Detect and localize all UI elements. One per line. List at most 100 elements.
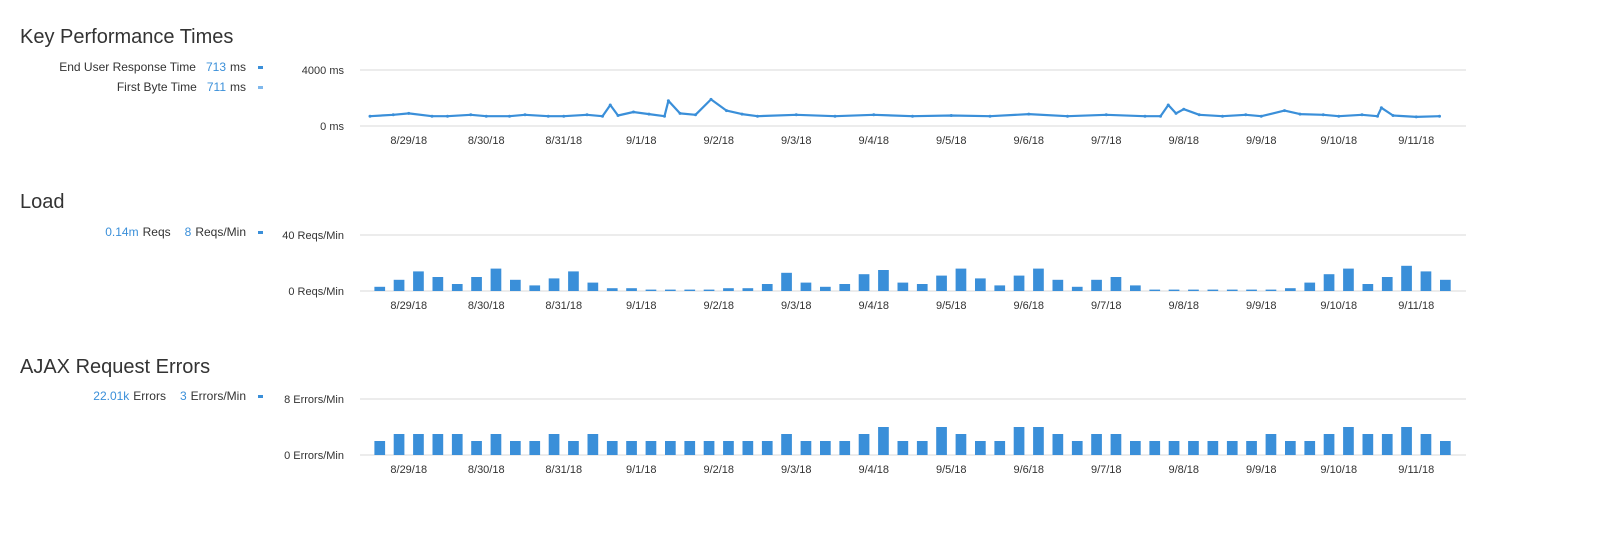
x-tick-label: 8/29/18 — [390, 135, 427, 147]
bar — [955, 434, 967, 455]
x-tick-label: 9/3/18 — [781, 135, 812, 147]
legend-item-load[interactable]: 0.14m Reqs 8 Reqs/Min — [20, 222, 263, 242]
bar — [916, 284, 928, 291]
y-tick-label: 40 Reqs/Min — [282, 230, 344, 242]
bar — [587, 434, 599, 455]
bar — [1052, 434, 1064, 455]
data-point — [872, 113, 876, 117]
data-point — [1244, 113, 1248, 117]
y-tick-label: 8 Errors/Min — [284, 394, 344, 406]
data-point — [1221, 114, 1224, 118]
x-tick-label: 9/6/18 — [1013, 464, 1044, 476]
bar — [1323, 274, 1335, 291]
bar — [703, 289, 715, 291]
bar — [1381, 434, 1393, 455]
data-point — [833, 114, 837, 118]
data-point — [585, 113, 589, 117]
bar — [471, 441, 482, 455]
data-point — [1283, 109, 1286, 113]
data-point — [632, 110, 635, 114]
bar — [800, 282, 812, 291]
bar — [1033, 268, 1044, 291]
bar — [1110, 277, 1122, 291]
x-tick-label: 9/4/18 — [858, 135, 889, 147]
bar — [897, 441, 909, 455]
bar — [1130, 285, 1141, 291]
legend-total-value: 22.01k — [93, 389, 130, 403]
bar — [374, 286, 386, 291]
bar — [742, 441, 754, 455]
bar — [1420, 271, 1432, 291]
x-tick-label: 9/5/18 — [936, 300, 967, 312]
bar — [413, 271, 424, 291]
bar — [1149, 441, 1161, 455]
x-tick-label: 9/1/18 — [626, 464, 657, 476]
x-tick-label: 9/1/18 — [626, 300, 657, 312]
legend-item-errors[interactable]: 22.01k Errors 3 Errors/Min — [20, 386, 263, 406]
bar — [994, 441, 1006, 455]
bar — [626, 288, 637, 291]
bar — [548, 434, 560, 455]
data-point — [1414, 115, 1418, 119]
bar — [975, 278, 986, 291]
data-point — [508, 114, 511, 118]
data-point — [1360, 113, 1364, 117]
data-point — [1104, 113, 1108, 117]
bar — [568, 271, 579, 291]
bar — [684, 289, 696, 291]
data-point — [1182, 107, 1186, 111]
bar — [374, 441, 386, 455]
data-point — [911, 114, 914, 118]
x-tick-label: 9/8/18 — [1168, 300, 1199, 312]
bar — [761, 441, 773, 455]
performance-chart[interactable]: 4000 ms 0 ms 8/29/18 8/30/18 8/31/18 9/1/18 9/… — [280, 60, 1530, 180]
bar — [781, 272, 792, 291]
bar — [432, 277, 444, 291]
bar — [1401, 265, 1412, 291]
data-point — [756, 114, 759, 118]
data-point — [1159, 114, 1162, 118]
x-tick-label: 9/2/18 — [703, 135, 734, 147]
bar — [703, 441, 715, 455]
legend-swatch — [258, 394, 263, 398]
series-line — [369, 98, 1440, 118]
ajax-errors-chart[interactable]: 8 Errors/Min 0 Errors/Min 8/29/18 8/30/18 8/… — [280, 389, 1530, 509]
legend-unit: ms — [230, 80, 246, 94]
legend-total-value: 0.14m — [105, 225, 139, 239]
bar — [1420, 434, 1432, 455]
data-point — [1197, 113, 1201, 117]
x-tick-label: 9/8/18 — [1168, 464, 1199, 476]
bar — [1265, 434, 1277, 455]
x-tick-label: 8/29/18 — [390, 464, 427, 476]
data-point — [484, 114, 488, 118]
data-point — [647, 112, 651, 116]
bar — [800, 441, 812, 455]
bar — [548, 278, 560, 291]
bar — [994, 285, 1006, 291]
legend-value: 711 — [206, 80, 226, 94]
legend-rate-value: 3 — [179, 389, 187, 403]
data-point — [616, 114, 620, 117]
load-chart[interactable]: 40 Reqs/Min 0 Reqs/Min 8/29/18 8/30/18 8/31/… — [280, 225, 1530, 345]
bar — [1071, 441, 1083, 455]
x-tick-label: 9/7/18 — [1091, 464, 1122, 476]
legend-swatch — [258, 85, 263, 89]
legend-value: 713 — [205, 60, 226, 74]
legend-label: End User Response Time — [59, 60, 196, 74]
bar — [1440, 441, 1451, 455]
legend-item-end-user-response[interactable]: End User Response Time 713 ms — [20, 57, 263, 77]
bar — [878, 427, 889, 455]
legend-rate-value: 8 — [184, 225, 192, 239]
data-point — [1166, 103, 1170, 107]
bar — [451, 284, 463, 291]
bar — [858, 434, 870, 455]
bar — [839, 441, 851, 455]
legend-item-first-byte[interactable]: First Byte Time 711 ms — [20, 77, 263, 97]
data-point — [546, 114, 550, 118]
data-point — [601, 114, 604, 118]
bar — [529, 285, 541, 291]
data-point — [740, 112, 744, 116]
x-tick-label: 9/10/18 — [1320, 135, 1357, 147]
bar — [839, 284, 851, 291]
bar — [897, 282, 909, 291]
